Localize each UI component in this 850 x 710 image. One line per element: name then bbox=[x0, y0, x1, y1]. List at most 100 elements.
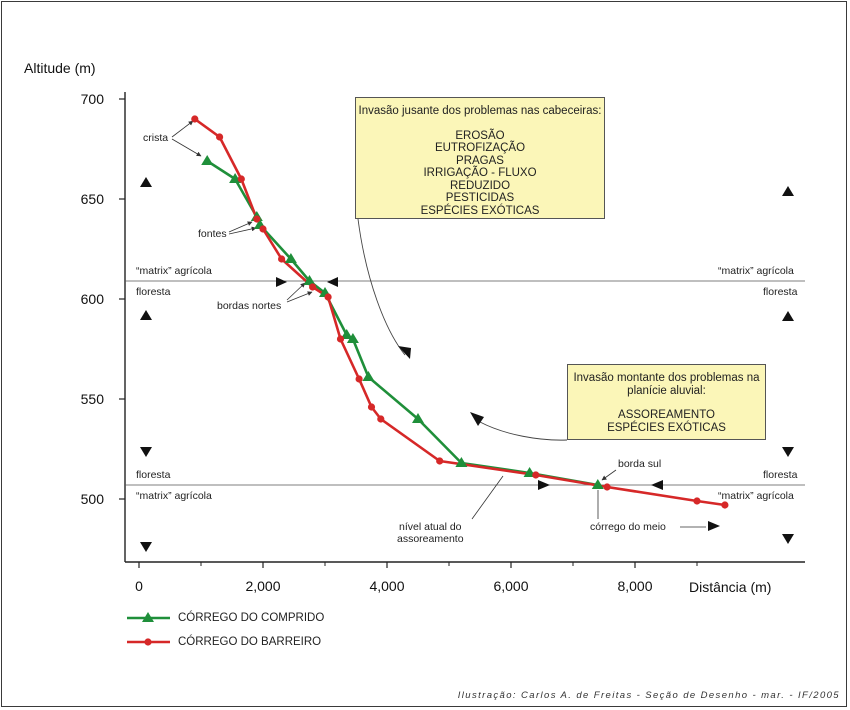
x-tick-label: 6,000 bbox=[493, 578, 528, 594]
data-point-triangle bbox=[455, 457, 468, 467]
data-point-triangle bbox=[362, 371, 375, 381]
matrix-agricola-label: “matrix” agrícola bbox=[136, 490, 212, 502]
data-point-circle bbox=[191, 115, 199, 123]
data-point-triangle bbox=[346, 333, 359, 343]
box-item: ASSOREAMENTO bbox=[618, 409, 715, 421]
legend-marker-barreiro bbox=[144, 638, 152, 646]
arrow-right-marker bbox=[708, 521, 720, 531]
matrix-agricola-label: “matrix” agrícola bbox=[718, 265, 794, 277]
data-point-circle bbox=[324, 293, 332, 301]
box-item: REDUZIDO bbox=[449, 179, 511, 192]
box-item: ESPÉCIES EXÓTICAS bbox=[420, 204, 540, 217]
triangle-up-marker bbox=[782, 311, 794, 321]
box-item: PRAGAS bbox=[456, 154, 504, 167]
box-item: EUTROFIZAÇÃO bbox=[434, 142, 526, 154]
nivel-line-2: assoreamento bbox=[397, 533, 464, 545]
y-tick-label: 650 bbox=[81, 191, 105, 207]
data-point-triangle bbox=[303, 275, 316, 285]
data-point-triangle bbox=[412, 413, 424, 423]
box-item: ESPÉCIES EXÓTICAS bbox=[607, 421, 726, 434]
data-point-circle bbox=[259, 225, 267, 233]
curved-arrow-upstream-head bbox=[470, 412, 484, 426]
box-heading: planície aluvial: bbox=[627, 384, 706, 397]
legend-marker-comprido bbox=[142, 612, 154, 622]
data-point-triangle bbox=[284, 253, 297, 263]
nivel-line-1: nível atual do bbox=[399, 521, 462, 533]
data-point-circle bbox=[721, 501, 729, 509]
data-point-circle bbox=[367, 403, 376, 411]
box-item: PESTICIDAS bbox=[445, 192, 515, 204]
data-point-circle bbox=[532, 471, 540, 479]
illustration-credit: Ilustração: Carlos A. de Freitas - Seção… bbox=[457, 690, 840, 701]
upstream-problems-box: Invasão jusante dos problemas nas cabece… bbox=[355, 97, 605, 219]
borda-sul-label: borda sul bbox=[618, 458, 662, 470]
x-tick-label: 2,000 bbox=[245, 578, 280, 594]
borda-sul-leader bbox=[601, 469, 617, 481]
y-tick-label: 550 bbox=[81, 391, 105, 407]
y-tick-label: 700 bbox=[81, 91, 105, 107]
data-point-circle bbox=[355, 375, 363, 383]
crista-label: crista bbox=[143, 132, 169, 144]
data-point-circle bbox=[237, 175, 245, 183]
data-point-triangle bbox=[340, 329, 353, 339]
data-point-circle bbox=[377, 415, 385, 423]
arrow-left-marker bbox=[327, 277, 338, 287]
data-point-circle bbox=[278, 255, 286, 263]
arrow-right-marker bbox=[276, 277, 287, 287]
nivel-assoreamento-label: nível atual do assoreamento bbox=[397, 521, 464, 545]
arrow-left-marker bbox=[651, 480, 663, 490]
bordas-nortes-label: bordas nortes bbox=[217, 300, 282, 312]
x-tick-label: 0 bbox=[135, 578, 143, 594]
triangle-up-marker bbox=[140, 177, 152, 187]
floresta-label: floresta bbox=[136, 469, 171, 481]
data-point-circle bbox=[309, 283, 317, 291]
x-tick-label: 8,000 bbox=[617, 578, 652, 594]
x-tick-label: 4,000 bbox=[369, 578, 404, 594]
fontes-leader bbox=[228, 226, 257, 235]
matrix-agricola-label: “matrix” agrícola bbox=[718, 490, 794, 502]
triangle-down-marker bbox=[140, 447, 152, 457]
curved-arrow-downstream bbox=[357, 218, 406, 356]
x-axis-title: Distância (m) bbox=[689, 579, 772, 595]
curved-arrow-upstream bbox=[479, 421, 568, 441]
data-point-triangle bbox=[201, 155, 214, 165]
data-point-circle bbox=[436, 457, 444, 465]
arrow-right-marker bbox=[538, 480, 550, 490]
triangle-up-marker bbox=[782, 186, 794, 196]
y-tick-label: 500 bbox=[81, 491, 105, 507]
data-point-circle bbox=[603, 483, 611, 491]
data-point-circle bbox=[253, 215, 261, 223]
data-point-triangle bbox=[591, 479, 604, 489]
fontes-label: fontes bbox=[198, 228, 227, 240]
curved-arrow-downstream-head bbox=[398, 346, 411, 359]
box-heading: Invasão montante dos problemas na bbox=[573, 372, 760, 384]
corrego-do-meio-label: córrego do meio bbox=[590, 521, 666, 533]
box-item: EROSÃO bbox=[455, 129, 505, 142]
nivel-leader bbox=[471, 475, 504, 520]
floresta-label: floresta bbox=[763, 286, 798, 298]
data-point-circle bbox=[693, 497, 701, 505]
box-heading: Invasão jusante dos problemas nas cabece… bbox=[358, 105, 602, 117]
bordas-leader bbox=[286, 291, 313, 303]
downstream-problems-box: Invasão montante dos problemas na planíc… bbox=[567, 364, 766, 440]
triangle-up-marker bbox=[140, 310, 152, 320]
y-tick-label: 600 bbox=[81, 291, 105, 307]
box-item: IRRIGAÇÃO - FLUXO bbox=[423, 167, 537, 179]
crista-leader bbox=[171, 138, 202, 157]
crista-leader bbox=[171, 120, 194, 138]
matrix-agricola-label: “matrix” agrícola bbox=[136, 265, 212, 277]
triangle-down-marker bbox=[782, 534, 794, 544]
data-point-circle bbox=[216, 133, 224, 141]
legend-item-barreiro: CÓRREGO DO BARREIRO bbox=[178, 636, 322, 648]
triangle-down-marker bbox=[140, 542, 152, 552]
bordas-leader bbox=[286, 282, 306, 301]
floresta-label: floresta bbox=[763, 469, 798, 481]
data-point-circle bbox=[336, 335, 345, 343]
floresta-label: floresta bbox=[136, 286, 171, 298]
legend-item-comprido: CÓRREGO DO COMPRIDO bbox=[178, 612, 325, 624]
fontes-leader bbox=[228, 221, 253, 233]
y-axis-title: Altitude (m) bbox=[24, 60, 96, 76]
triangle-down-marker bbox=[782, 447, 794, 457]
